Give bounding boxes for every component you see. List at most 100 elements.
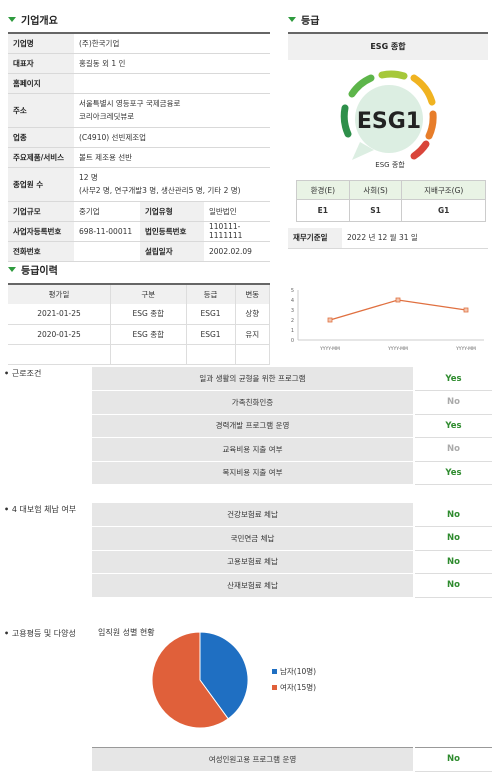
insurance-item-label: 산재보험료 체납 [92,573,415,598]
employee-breakdown: (사무2 명, 연구개발3 명, 생산관리5 명, 기타 2 명) [79,186,241,195]
work-conditions-table: 일과 생활의 균형을 위한 프로그램 Yes 가족친화인증 No 경력개발 프로그램… [92,367,492,485]
legend-item-male: 남자(10명) [272,664,316,680]
company-title-text: 기업개요 [21,16,58,27]
history-cell: 상향 [235,304,271,325]
equality-label: 고용평등 및 다양성 [4,628,76,639]
insurance-item-value: No [414,503,492,527]
ceo-label: 대표자 [8,53,74,74]
x-tick-label: YYYY-MM [387,346,408,352]
data-point [395,297,401,303]
founded-label: 설립일자 [140,241,204,262]
history-section-title: 등급이력 [8,262,58,277]
pie-slice-male [199,631,249,720]
grade-box: ESG 종합 [288,32,488,60]
legend-swatch-icon [272,685,277,690]
y-tick-label: 4 [291,298,294,304]
y-tick-label: 1 [291,328,294,334]
table-row: 산재보험료 체납 No [92,573,492,598]
history-col-type: 구분 [110,283,187,304]
gender-pie-chart [151,631,249,729]
pie-slice-female [151,631,229,729]
corp-reg-value: 110111-1111111 [204,221,270,242]
table-row [8,344,271,365]
table-row: 2021-01-25 ESG 종합 ESG1 상향 [8,304,271,325]
x-tick-label: YYYY-MM [319,346,340,352]
table-row: 일과 생활의 균형을 위한 프로그램 Yes [92,367,492,391]
work-item-value: No [414,390,492,415]
history-cell: ESG1 [186,304,236,325]
history-col-change: 변동 [235,283,271,304]
founded-value: 2002.02.09 [204,241,270,262]
biz-reg-label: 사업자등록번호 [8,221,74,242]
series-line [329,299,467,321]
legend-label: 남자(10명) [280,667,317,676]
table-row: 건강보험료 체납 No [92,503,492,527]
phone-value [74,241,140,262]
section-marker-icon [288,17,296,22]
section-marker-icon [8,17,16,22]
table-row: 경력개발 프로그램 운영 Yes [92,414,492,438]
grade-section-title: 등급 [288,12,319,27]
legend-swatch-icon [272,669,277,674]
table-row: 2020-01-25 ESG 종합 ESG1 유지 [8,324,271,345]
homepage-value[interactable] [74,73,270,94]
address-value: 서울특별시 영등포구 국제금융로 코리아크레딧뷰로 [74,93,270,128]
product-value: 볼트 제조용 선반 [74,147,270,168]
table-row: 교육비용 지출 여부 No [92,437,492,462]
grade-history-chart: 0 1 2 3 4 5 YYYY-MM YYYY-MM YYYY-MM [291,288,484,352]
ceo-value: 홍길동 외 1 인 [74,53,270,74]
social-label: 사회(S) [348,180,403,200]
equality-program-table: 여성인원고용 프로그램 운영 No [92,747,492,772]
badge-arc-yellow [410,74,436,106]
governance-label: 지배구조(G) [401,180,486,200]
history-cell [186,344,236,365]
company-section-title: 기업개요 [8,12,58,27]
work-item-label: 교육비용 지출 여부 [92,437,415,462]
basis-date-value: 2022 년 12 월 31 일 [342,228,488,249]
phone-label: 전화번호 [8,241,74,262]
company-type-value: 일반법인 [204,201,270,222]
history-cell: 2021-01-25 [8,304,111,325]
company-type-label: 기업유형 [140,201,204,222]
employee-value: 12 명 (사무2 명, 연구개발3 명, 생산관리5 명, 기타 2 명) [74,167,270,202]
history-cell [8,344,111,365]
history-cell: ESG 종합 [110,324,187,345]
history-cell: ESG1 [186,324,236,345]
history-cell: 유지 [235,324,271,345]
badge-arc-orange [425,110,437,140]
homepage-label: 홈페이지 [8,73,74,94]
industry-label: 업종 [8,127,74,148]
badge-text: ESG1 [357,109,421,134]
company-table: 기업명 (주)한국기업 대표자 홍길동 외 1 인 홈페이지 주소 서울특별시 영등포… [8,32,270,262]
program-value: No [414,747,492,772]
insurance-table: 건강보험료 체납 No 국민연금 체납 No 고용보험료 체납 No 산재보험료 체납… [92,503,492,598]
data-point [463,307,469,313]
history-cell [235,344,271,365]
company-size-label: 기업규모 [8,201,74,222]
company-name-label: 기업명 [8,33,74,54]
basis-date-label: 재무기준일 [288,228,342,249]
insurance-item-label: 고용보험료 체납 [92,550,415,574]
badge-arc-green [348,74,375,98]
legend-label: 여자(15명) [280,683,317,692]
work-item-label: 일과 생활의 균형을 위한 프로그램 [92,367,415,391]
basis-date-row: 재무기준일 2022 년 12 월 31 일 [288,228,488,249]
history-cell: 2020-01-25 [8,324,111,345]
work-item-value: Yes [414,461,492,485]
table-row: 고용보험료 체납 No [92,550,492,574]
insurance-item-label: 국민연금 체납 [92,526,415,551]
badge-arc-darkgreen [340,104,352,138]
history-title-text: 등급이력 [21,266,58,277]
history-table: 평가일 구분 등급 변동 2021-01-25 ESG 종합 ESG1 상향 2… [8,283,271,365]
employee-total: 12 명 [79,173,98,182]
grade-header: ESG 종합 [288,32,488,60]
industry-value: (C4910) 선빈제조업 [74,127,270,148]
history-col-grade: 등급 [186,283,236,304]
y-tick-label: 5 [291,288,294,294]
table-row: 여성인원고용 프로그램 운영 No [92,747,492,772]
insurance-item-value: No [414,550,492,574]
badge-arc-red [410,140,430,160]
program-label: 여성인원고용 프로그램 운영 [92,747,415,772]
work-item-label: 경력개발 프로그램 운영 [92,414,415,438]
insurance-label: 4 대보험 체납 여부 [4,504,76,515]
